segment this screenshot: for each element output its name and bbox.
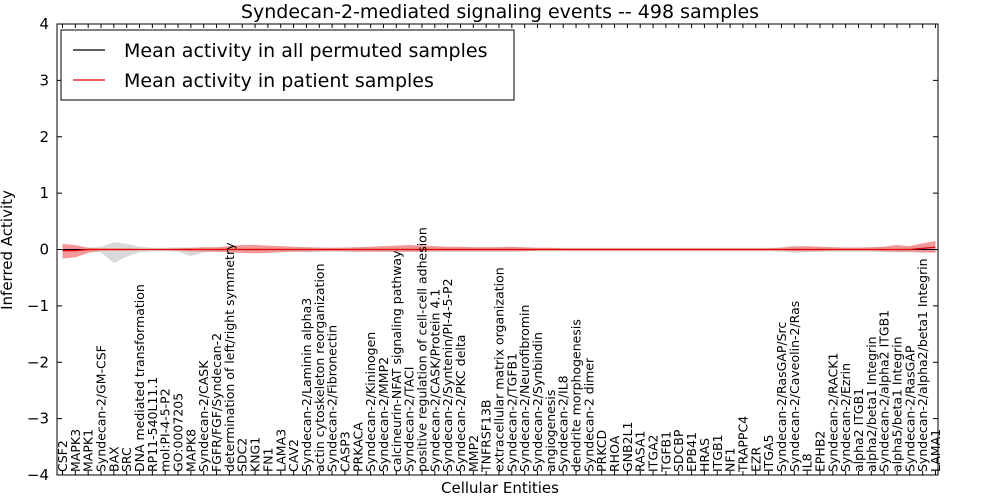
x-category-label: positive regulation of cell-cell adhesio… [415, 227, 430, 472]
x-category-label: HRAS [697, 438, 712, 472]
x-axis-ticks [62, 24, 936, 475]
x-category-label: IL8 [800, 453, 815, 472]
x-category-label: ITGA2 [646, 434, 661, 472]
chart-title: Syndecan-2-mediated signaling events -- … [241, 1, 759, 23]
y-axis-label: Inferred Activity [0, 190, 16, 310]
x-category-label: Syndecan-2/IL8 [556, 375, 571, 472]
x-category-label: Syndecan-2 dimer [581, 357, 596, 472]
x-category-label: DNA mediated transformation [132, 284, 147, 472]
x-category-label: alpha2 ITGB1 [851, 388, 866, 472]
x-category-label: TNFRSF13B [479, 400, 494, 473]
x-category-label: actin cytoskeleton reorganization [312, 263, 327, 472]
legend-label-permuted: Mean activity in all permuted samples [124, 40, 487, 62]
category-labels: CSF2MAPK3MAPK1Syndecan-2/GM-CSFBAXSRCDNA… [55, 227, 943, 473]
y-axis-ticks: −4 −3 −2 −1 0 1 2 3 4 [27, 15, 938, 484]
x-category-label: TRAPPC4 [735, 416, 750, 473]
x-category-label: Syndecan-2/RasGAP [902, 345, 917, 472]
x-category-label: CSF2 [55, 440, 70, 472]
x-category-label: ITGB1 [710, 434, 725, 472]
x-category-label: FGFR/FGF/Syndecan-2 [209, 333, 224, 472]
x-category-label: alpha5/beta1 Integrin [890, 336, 905, 472]
x-category-label: LAMA3 [273, 429, 288, 472]
x-category-label: Syndecan-2/GM-CSF [94, 345, 109, 472]
x-category-label: Syndecan-2/CASK [196, 360, 211, 472]
x-axis-label: Cellular Entities [441, 479, 559, 497]
x-category-label: determination of left/right symmetry [222, 242, 237, 472]
legend: Mean activity in all permuted samples Me… [60, 29, 515, 101]
x-category-label: Syndecan-2/Caveolin-2/Ras [787, 301, 802, 472]
x-category-label: angiogenesis [543, 390, 558, 472]
confidence-bands [62, 241, 936, 263]
x-category-label: PRKCD [594, 430, 609, 472]
y-tick-label: 4 [39, 15, 49, 33]
x-category-label: SDCBP [671, 429, 686, 472]
x-category-label: MAPK8 [183, 429, 198, 472]
x-category-label: Syndecan-2/TACI [402, 367, 417, 472]
x-category-label: extracellular matrix organization [492, 267, 507, 472]
x-category-label: KNG1 [248, 437, 263, 472]
x-category-label: MAPK3 [68, 429, 83, 472]
y-tick-label: −3 [27, 410, 49, 428]
x-category-label: Syndecan-2/MMP2 [376, 357, 391, 472]
x-category-label: ITGA5 [761, 434, 776, 472]
y-tick-label: 2 [39, 128, 49, 146]
x-category-label: Syndecan-2/Ezrin [838, 363, 853, 472]
x-category-label: EZR [748, 447, 763, 472]
x-category-label: calcineurin-NFAT signaling pathway [389, 250, 404, 472]
y-tick-label: −2 [27, 353, 49, 371]
x-category-label: Syndecan-2/Syntenin/PI-4-5-P2 [440, 278, 455, 472]
x-category-label: Syndecan-2/PKC delta [453, 335, 468, 472]
y-tick-label: 1 [39, 184, 49, 202]
x-category-label: RP11-540L11.1 [145, 377, 160, 472]
x-category-label: Syndecan-2/CASK/Protein 4.1 [427, 289, 442, 472]
x-category-label: LAMA1 [928, 429, 943, 472]
x-category-label: BAX [106, 446, 121, 472]
x-category-label: TGFB1 [658, 431, 673, 473]
x-category-label: GNB2L1 [620, 422, 635, 472]
x-category-label: Syndecan-2/Laminin alpha3 [299, 298, 314, 472]
y-tick-label: −1 [27, 297, 49, 315]
x-category-label: SRC [119, 447, 134, 472]
x-category-label: Syndecan-2/alpha2/beta1 Integrin [915, 258, 930, 472]
x-category-label: PRKACA [350, 422, 365, 472]
x-category-label: SDC2 [235, 438, 250, 472]
x-category-label: RASA1 [633, 431, 648, 472]
x-category-label: CASP3 [337, 431, 352, 472]
y-tick-label: −4 [27, 466, 49, 484]
x-category-label: NF1 [723, 448, 738, 473]
legend-label-patient: Mean activity in patient samples [124, 70, 434, 92]
y-tick-label: 3 [39, 71, 49, 89]
x-category-label: Syndecan-2/Neurofibromin [517, 305, 532, 472]
x-category-label: Syndecan-2/TGFB1 [504, 353, 519, 472]
x-category-label: MMP2 [466, 435, 481, 472]
x-category-label: Syndecan-2/Fibronectin [325, 325, 340, 472]
x-category-label: EPHB2 [813, 431, 828, 472]
y-tick-label: 0 [39, 241, 49, 259]
x-category-label: GO:0007205 [171, 393, 186, 472]
x-category-label: FN1 [260, 448, 275, 473]
x-category-label: Syndecan-2/RasGAP/Src [774, 322, 789, 472]
legend-box [60, 29, 515, 101]
x-category-label: mol:PI-4-5-P2 [158, 388, 173, 472]
x-category-label: Syndecan-2/Synbindin [530, 332, 545, 472]
x-category-label: CAV2 [286, 439, 301, 472]
x-category-label: MAPK1 [81, 429, 96, 472]
x-category-label: dendrite morphogenesis [569, 319, 584, 472]
x-category-label: Syndecan-2/alpha2 ITGB1 [877, 310, 892, 472]
band-permuted [62, 242, 936, 263]
x-category-label: RHOA [607, 435, 622, 472]
series-lines [62, 246, 936, 252]
x-category-label: EPB41 [684, 432, 699, 472]
x-category-label: Syndecan-2/Kininogen [363, 332, 378, 472]
series-line-patient [62, 246, 936, 252]
x-category-label: alpha2/beta1 Integrin [864, 336, 879, 472]
x-category-label: Syndecan-2/RACK1 [825, 353, 840, 472]
